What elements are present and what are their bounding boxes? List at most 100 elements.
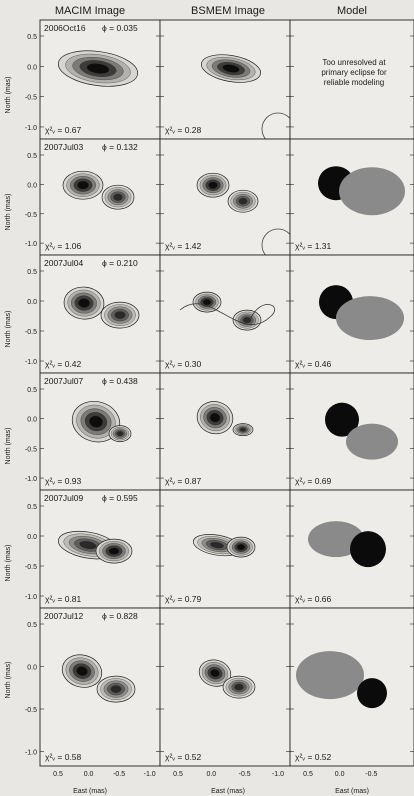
- intensity-contour: [222, 64, 240, 73]
- intensity-contour: [108, 547, 120, 555]
- chi-squared-label: χ²ᵥ = 0.58: [45, 752, 82, 762]
- y-tick-label: 0.5: [27, 622, 37, 629]
- x-axis-label-col-3: East (mas): [335, 788, 369, 795]
- observation-date: 2007Jul07: [44, 376, 84, 386]
- panel-row5-col1: χ²ᵥ = 0.81 2007Jul09 ϕ = 0.595: [39, 489, 161, 609]
- panel-row4-col3: χ²ᵥ = 0.69: [289, 372, 414, 491]
- intensity-contour: [236, 544, 246, 551]
- panel-frame: [159, 254, 291, 374]
- chi-squared-label: χ²ᵥ = 0.42: [45, 359, 82, 369]
- intensity-contour: [116, 431, 124, 437]
- chi-squared-label: χ²ᵥ = 0.52: [295, 752, 332, 762]
- panel-frame: [39, 138, 161, 256]
- y-tick-label: 0.5: [27, 269, 37, 276]
- y-axis-labels: North (mas) North (mas) North (mas) Nort…: [5, 77, 12, 699]
- panel-row5-col2: χ²ᵥ = 0.79: [159, 489, 291, 609]
- orbital-phase: ϕ = 0.210: [102, 258, 138, 268]
- y-tick-label: -1.0: [25, 594, 37, 601]
- chi-squared-label: χ²ᵥ = 0.46: [295, 359, 332, 369]
- x-tick-label: 0.5: [53, 771, 63, 778]
- intensity-contour: [78, 298, 90, 308]
- x-tick-label: 0.5: [173, 771, 183, 778]
- y-tick-label: -0.5: [25, 212, 37, 219]
- orbital-phase: ϕ = 0.438: [102, 376, 138, 386]
- panel-row3-col1: χ²ᵥ = 0.42 2007Jul04 ϕ = 0.210: [39, 254, 161, 374]
- x-tick-label: 0.5: [303, 771, 313, 778]
- chi-squared-label: χ²ᵥ = 0.67: [45, 125, 82, 135]
- chi-squared-label: χ²ᵥ = 0.28: [165, 125, 202, 135]
- y-axis-label-row-2: North (mas): [5, 194, 12, 231]
- intensity-contour: [240, 427, 246, 432]
- y-tick-label: 0.0: [27, 665, 37, 672]
- y-tick-label: -0.5: [25, 446, 37, 453]
- secondary-star-model: [339, 167, 405, 216]
- intensity-contour: [86, 63, 110, 74]
- intensity-contour: [238, 197, 248, 205]
- orbital-phase: ϕ = 0.828: [102, 611, 138, 621]
- chi-squared-label: χ²ᵥ = 0.79: [165, 594, 202, 604]
- x-tick-label: -0.5: [239, 771, 251, 778]
- orbital-phase: ϕ = 0.035: [102, 23, 138, 33]
- panel-row3-col3: χ²ᵥ = 0.46: [289, 254, 414, 374]
- x-tick-label: 0.0: [335, 771, 345, 778]
- intensity-contour: [79, 541, 97, 550]
- chi-squared-label: χ²ᵥ = 1.42: [165, 241, 202, 251]
- chi-squared-label: χ²ᵥ = 1.31: [295, 241, 332, 251]
- y-tick-label: 0.5: [27, 153, 37, 160]
- observation-date: 2007Jul03: [44, 142, 84, 152]
- intensity-contour: [208, 181, 218, 189]
- y-tick-label: 0.0: [27, 64, 37, 71]
- secondary-star-model: [308, 521, 364, 558]
- panel-row4-col1: χ²ᵥ = 0.93 2007Jul07 ϕ = 0.438: [39, 372, 161, 491]
- y-tick-label: -1.0: [25, 125, 37, 132]
- primary-star-model: [325, 402, 359, 437]
- model-note-line: Too unresolved at: [322, 58, 386, 67]
- chi-squared-label: χ²ᵥ = 0.69: [295, 476, 332, 486]
- y-tick-label: 0.0: [27, 417, 37, 424]
- y-tick-label: -0.5: [25, 95, 37, 102]
- intensity-contour: [210, 669, 220, 677]
- contour-line: [179, 303, 276, 325]
- chi-squared-label: χ²ᵥ = 0.87: [165, 476, 202, 486]
- panel-row1-col1: χ²ᵥ = 0.67 2006Oct16 ϕ = 0.035: [39, 19, 161, 140]
- y-axis-label-row-6: North (mas): [5, 662, 12, 699]
- panel-row4-col2: χ²ᵥ = 0.87: [159, 372, 291, 491]
- x-tick-label: 0.0: [206, 771, 216, 778]
- y-tick-label: -1.0: [25, 359, 37, 366]
- intensity-contour: [110, 685, 122, 693]
- panel-row6-col3: χ²ᵥ = 0.52: [289, 607, 414, 767]
- panel-row2-col1: χ²ᵥ = 1.06 2007Jul03 ϕ = 0.132: [39, 138, 161, 256]
- x-tick-label: -0.5: [113, 771, 125, 778]
- panel-row3-col2: χ²ᵥ = 0.30: [159, 254, 291, 374]
- panel-row5-col3: χ²ᵥ = 0.66: [289, 489, 414, 609]
- intensity-contour: [210, 541, 224, 549]
- x-axis-label-col-1: East (mas): [73, 788, 107, 795]
- panel-row2-col3: χ²ᵥ = 1.31: [289, 138, 414, 256]
- panel-frame: [289, 19, 414, 140]
- chi-squared-label: χ²ᵥ = 0.66: [295, 594, 332, 604]
- y-tick-label: 0.0: [27, 534, 37, 541]
- panel-row6-col1: χ²ᵥ = 0.58 2007Jul12 ϕ = 0.828: [39, 607, 161, 767]
- intensity-contour: [113, 193, 123, 201]
- orbital-phase: ϕ = 0.132: [102, 142, 138, 152]
- panel-grid: χ²ᵥ = 0.67 2006Oct16 ϕ = 0.035 χ²ᵥ = 0.28 To…: [25, 19, 414, 778]
- chi-squared-label: χ²ᵥ = 0.52: [165, 752, 202, 762]
- chi-squared-label: χ²ᵥ = 0.30: [165, 359, 202, 369]
- y-tick-label: -1.0: [25, 241, 37, 248]
- intensity-contour: [234, 683, 244, 691]
- y-tick-label: -1.0: [25, 750, 37, 757]
- intensity-contour: [202, 299, 212, 306]
- x-tick-label: -1.0: [272, 771, 284, 778]
- x-tick-label: 0.0: [84, 771, 94, 778]
- y-tick-label: 0.5: [27, 34, 37, 41]
- panel-frame: [39, 254, 161, 374]
- chi-squared-label: χ²ᵥ = 0.81: [45, 594, 82, 604]
- x-tick-label: -0.5: [365, 771, 377, 778]
- panel-row6-col2: χ²ᵥ = 0.52: [159, 607, 291, 767]
- y-axis-label-row-4: North (mas): [5, 428, 12, 465]
- secondary-star-model: [296, 651, 364, 700]
- x-tick-label: -1.0: [144, 771, 156, 778]
- intensity-contour: [77, 181, 89, 190]
